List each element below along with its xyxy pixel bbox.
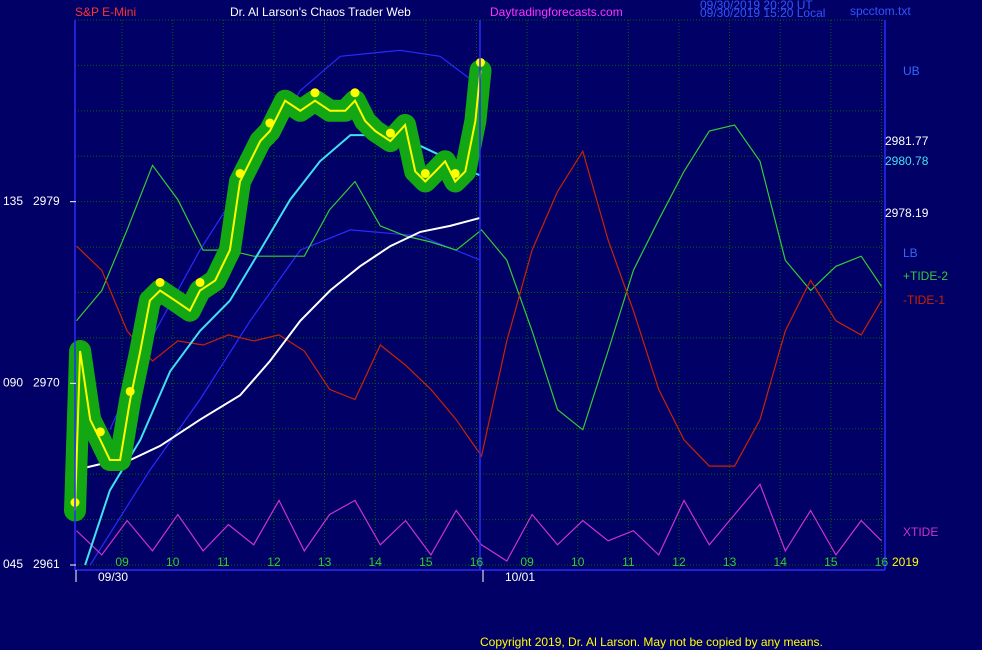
x-tick-label: 10 <box>166 555 180 569</box>
legend-label: -TIDE-1 <box>903 293 945 307</box>
x-tick-label: 14 <box>369 555 383 569</box>
high-dot <box>235 168 245 178</box>
high-dot <box>385 128 395 138</box>
right-value-label: 2981.77 <box>885 134 929 148</box>
date-label: 09/30 <box>98 570 128 584</box>
high-dot <box>195 277 205 287</box>
high-dot <box>310 88 320 98</box>
x-tick-label: 11 <box>217 555 230 569</box>
time-local: 09/30/2019 15:20 Local <box>700 6 825 20</box>
series-line <box>74 70 482 511</box>
chart-title: Dr. Al Larson's Chaos Trader Web <box>230 5 411 19</box>
high-dot <box>420 168 430 178</box>
x-tick-label: 11 <box>622 555 635 569</box>
legend-label: +TIDE-2 <box>903 269 948 283</box>
legend-label: XTIDE <box>903 525 938 539</box>
x-tick-label: 15 <box>824 555 838 569</box>
high-dot <box>155 277 165 287</box>
x-tick-label: 13 <box>318 555 332 569</box>
series-line <box>89 229 481 566</box>
high-dot <box>95 427 105 437</box>
symbol: S&P E-Mini <box>75 5 136 19</box>
legend-label: UB <box>903 64 920 78</box>
site: Daytradingforecasts.com <box>490 5 623 19</box>
y-left-label: 135 <box>3 194 23 208</box>
date-label: 10/01 <box>505 570 535 584</box>
legend-label: LB <box>903 246 918 260</box>
y-left-label: 090 <box>3 376 23 390</box>
x-tick-label: 12 <box>672 555 686 569</box>
series-line <box>109 49 481 431</box>
y-tick-label: 2979 <box>33 194 60 208</box>
series-line <box>76 483 882 562</box>
right-value-label: 2980.78 <box>885 154 929 168</box>
x-tick-label: 16 <box>875 555 889 569</box>
x-tick-label: 09 <box>115 555 129 569</box>
y-left-label: 045 <box>3 557 23 571</box>
x-tick-label: 09 <box>520 555 534 569</box>
high-dot <box>350 88 360 98</box>
x-tick-label: 16 <box>470 555 484 569</box>
year-label: 2019 <box>892 555 919 569</box>
x-tick-label: 15 <box>419 555 433 569</box>
high-dot <box>265 118 275 128</box>
series-line <box>84 134 481 566</box>
high-dot <box>125 386 135 396</box>
x-tick-label: 12 <box>267 555 281 569</box>
copyright: Copyright 2019, Dr. Al Larson. May not b… <box>480 635 823 649</box>
x-tick-label: 10 <box>571 555 585 569</box>
right-value-label: 2978.19 <box>885 206 929 220</box>
series-line <box>76 124 882 431</box>
series-line <box>74 216 481 472</box>
y-tick-label: 2970 <box>33 376 60 390</box>
series-line <box>76 149 883 467</box>
y-tick-label: 2961 <box>33 557 60 571</box>
x-tick-label: 14 <box>774 555 788 569</box>
x-tick-label: 13 <box>723 555 737 569</box>
file-name: spcctom.txt <box>850 4 911 18</box>
time-ut: 09/30/2019 20:20 UT <box>700 0 813 12</box>
high-dot <box>450 168 460 178</box>
